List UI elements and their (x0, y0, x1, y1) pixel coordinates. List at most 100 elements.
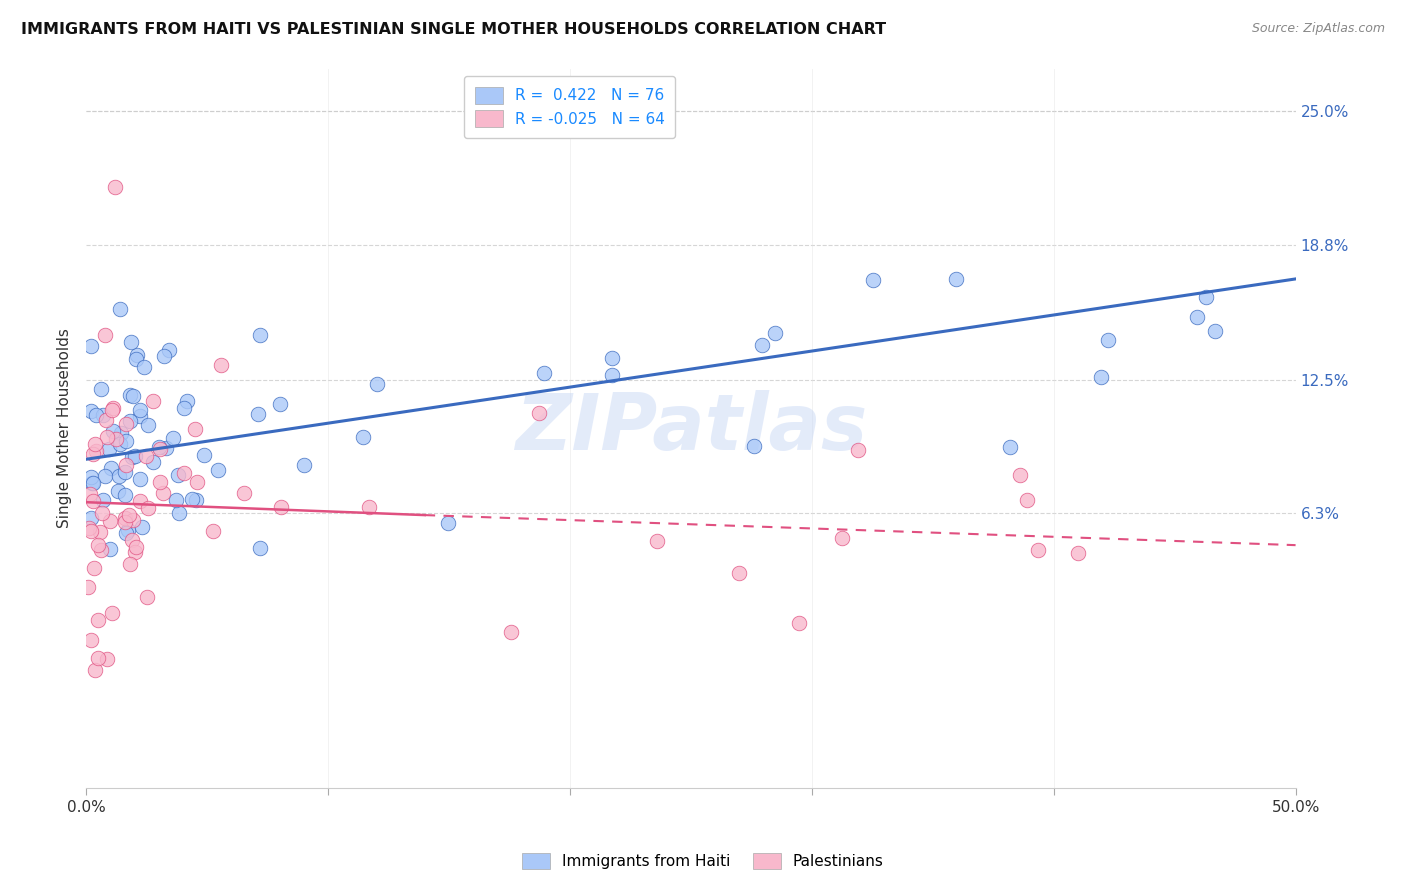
Point (80, 632, 103, 647)
Point (93, 408, 115, 422)
Point (945, 272, 967, 286)
Point (120, 557, 142, 571)
Point (121, 450, 143, 465)
Point (152, 486, 174, 500)
Point (157, 343, 180, 358)
Point (77, 580, 100, 594)
Point (124, 449, 146, 463)
Point (115, 434, 138, 449)
Point (121, 513, 143, 527)
Point (87, 538, 110, 552)
Point (831, 531, 853, 545)
Point (728, 566, 751, 581)
Point (91, 506, 114, 520)
Point (1008, 468, 1031, 483)
Point (96, 652, 118, 666)
Point (108, 469, 131, 483)
Point (366, 377, 388, 392)
Point (114, 465, 136, 479)
Point (80, 476, 103, 491)
Point (94, 468, 117, 483)
Point (84, 437, 107, 451)
Point (125, 348, 148, 362)
Point (184, 422, 207, 436)
Text: Source: ZipAtlas.com: Source: ZipAtlas.com (1251, 22, 1385, 36)
Point (129, 403, 152, 417)
Point (128, 472, 150, 486)
Point (162, 431, 184, 445)
Point (751, 338, 773, 352)
Point (91, 493, 114, 508)
Point (533, 366, 555, 380)
Point (89, 382, 111, 396)
Point (82, 447, 104, 461)
Point (202, 524, 225, 539)
Point (87, 650, 110, 665)
Point (149, 442, 172, 457)
Point (499, 624, 522, 639)
Point (742, 439, 765, 453)
Point (527, 406, 550, 420)
Point (84, 663, 107, 677)
Point (173, 467, 195, 481)
Point (165, 493, 187, 508)
Point (184, 493, 207, 508)
Point (80, 339, 103, 353)
Point (181, 492, 204, 507)
Point (142, 393, 165, 408)
Point (1204, 324, 1226, 338)
Text: IMMIGRANTS FROM HAITI VS PALESTINIAN SINGLE MOTHER HOUSEHOLDS CORRELATION CHART: IMMIGRANTS FROM HAITI VS PALESTINIAN SIN… (21, 22, 886, 37)
Point (125, 540, 148, 554)
Y-axis label: Single Mother Households: Single Mother Households (58, 328, 72, 528)
Point (142, 455, 165, 469)
Point (138, 501, 160, 516)
Point (136, 417, 159, 432)
Point (108, 437, 131, 451)
Point (89, 525, 111, 540)
Point (114, 515, 136, 529)
Point (98, 541, 121, 556)
Point (1026, 542, 1049, 557)
Point (94, 327, 117, 342)
Point (80, 404, 103, 418)
Point (104, 179, 127, 194)
Point (82, 476, 104, 491)
Point (125, 352, 148, 367)
Point (107, 484, 129, 499)
Point (100, 461, 122, 475)
Point (1195, 290, 1218, 304)
Text: ZIPatlas: ZIPatlas (515, 390, 868, 467)
Point (600, 351, 623, 365)
Point (124, 545, 146, 559)
Point (97, 442, 120, 456)
Legend: R =  0.422   N = 76, R = -0.025   N = 64: R = 0.422 N = 76, R = -0.025 N = 64 (464, 76, 675, 137)
Point (292, 458, 315, 472)
Point (77, 521, 100, 535)
Point (211, 358, 233, 372)
Point (108, 301, 131, 316)
Point (86, 613, 108, 627)
Point (82, 494, 104, 508)
Point (437, 516, 460, 531)
Point (153, 349, 176, 363)
Point (114, 417, 136, 432)
Point (105, 432, 128, 446)
Point (80, 511, 103, 525)
Point (186, 475, 208, 489)
Point (120, 334, 142, 349)
Point (118, 414, 141, 428)
Point (169, 506, 191, 520)
Point (114, 488, 136, 502)
Point (1090, 370, 1112, 384)
Point (110, 425, 132, 440)
Point (176, 393, 198, 408)
Point (98, 514, 121, 528)
Point (115, 525, 138, 540)
Point (193, 448, 215, 462)
Point (846, 442, 869, 457)
Point (135, 449, 157, 463)
Point (207, 463, 229, 477)
Point (80, 469, 103, 483)
Point (246, 407, 269, 421)
Point (132, 360, 155, 375)
